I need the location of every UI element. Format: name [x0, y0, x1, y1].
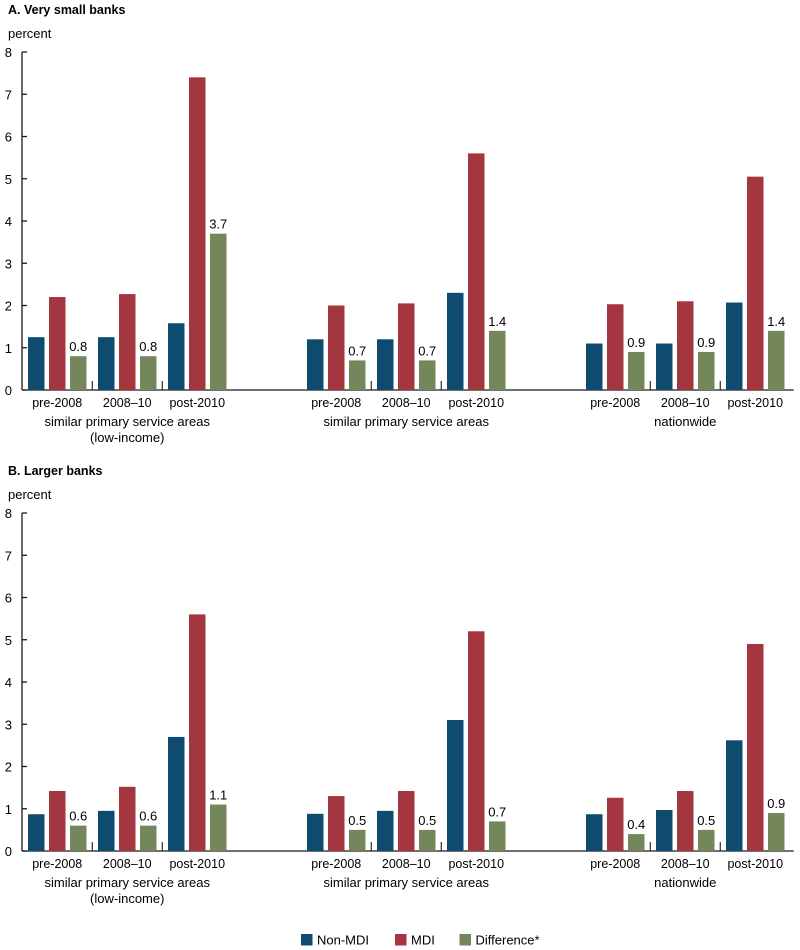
svg-text:3: 3 — [5, 717, 12, 732]
svg-text:post-2010: post-2010 — [169, 857, 225, 871]
svg-text:0.6: 0.6 — [139, 809, 157, 824]
svg-text:0.8: 0.8 — [139, 339, 157, 354]
svg-text:0.7: 0.7 — [418, 343, 436, 358]
svg-text:7: 7 — [5, 87, 12, 102]
svg-text:0.4: 0.4 — [627, 817, 645, 832]
svg-text:8: 8 — [5, 45, 12, 60]
svg-text:Non-MDI: Non-MDI — [317, 933, 369, 948]
svg-text:0: 0 — [5, 844, 12, 859]
svg-text:1: 1 — [5, 341, 12, 356]
svg-text:6: 6 — [5, 130, 12, 145]
svg-text:2008–10: 2008–10 — [661, 857, 710, 871]
svg-text:0.7: 0.7 — [348, 343, 366, 358]
svg-text:B. Larger banks: B. Larger banks — [8, 464, 103, 478]
svg-text:3: 3 — [5, 256, 12, 271]
svg-text:2008–10: 2008–10 — [103, 857, 152, 871]
svg-text:0: 0 — [5, 383, 12, 398]
svg-text:6: 6 — [5, 591, 12, 606]
svg-text:1.1: 1.1 — [209, 788, 227, 803]
svg-text:percent: percent — [8, 487, 52, 502]
svg-text:MDI: MDI — [411, 933, 435, 948]
svg-text:3.7: 3.7 — [209, 217, 227, 232]
svg-text:0.7: 0.7 — [488, 804, 506, 819]
svg-text:4: 4 — [5, 214, 12, 229]
svg-text:7: 7 — [5, 548, 12, 563]
svg-text:2008–10: 2008–10 — [382, 857, 431, 871]
svg-text:nationwide: nationwide — [654, 414, 716, 429]
svg-text:pre-2008: pre-2008 — [32, 857, 82, 871]
svg-text:1: 1 — [5, 802, 12, 817]
svg-text:4: 4 — [5, 675, 12, 690]
svg-text:0.5: 0.5 — [418, 813, 436, 828]
svg-text:2008–10: 2008–10 — [661, 396, 710, 410]
svg-text:2: 2 — [5, 760, 12, 775]
svg-text:pre-2008: pre-2008 — [311, 857, 361, 871]
svg-text:(low-income): (low-income) — [90, 430, 164, 445]
svg-text:post-2010: post-2010 — [727, 396, 783, 410]
svg-text:2008–10: 2008–10 — [103, 396, 152, 410]
svg-text:similar primary service areas: similar primary service areas — [45, 414, 211, 429]
svg-text:nationwide: nationwide — [654, 875, 716, 890]
svg-text:2: 2 — [5, 299, 12, 314]
svg-text:(low-income): (low-income) — [90, 891, 164, 906]
svg-text:post-2010: post-2010 — [169, 396, 225, 410]
svg-text:similar primary service areas: similar primary service areas — [324, 414, 490, 429]
svg-text:0.6: 0.6 — [69, 809, 87, 824]
svg-text:5: 5 — [5, 172, 12, 187]
svg-text:post-2010: post-2010 — [448, 857, 504, 871]
svg-text:pre-2008: pre-2008 — [590, 396, 640, 410]
svg-text:1.4: 1.4 — [767, 314, 785, 329]
svg-text:5: 5 — [5, 633, 12, 648]
svg-text:pre-2008: pre-2008 — [590, 857, 640, 871]
svg-text:pre-2008: pre-2008 — [311, 396, 361, 410]
svg-text:0.5: 0.5 — [697, 813, 715, 828]
svg-text:0.9: 0.9 — [767, 796, 785, 811]
svg-text:0.9: 0.9 — [697, 335, 715, 350]
svg-text:similar primary service areas: similar primary service areas — [324, 875, 490, 890]
svg-text:post-2010: post-2010 — [448, 396, 504, 410]
svg-text:8: 8 — [5, 506, 12, 521]
svg-text:0.9: 0.9 — [627, 335, 645, 350]
svg-text:percent: percent — [8, 26, 52, 41]
svg-text:1.4: 1.4 — [488, 314, 506, 329]
svg-text:0.5: 0.5 — [348, 813, 366, 828]
svg-text:2008–10: 2008–10 — [382, 396, 431, 410]
svg-text:0.8: 0.8 — [69, 339, 87, 354]
svg-text:similar primary service areas: similar primary service areas — [45, 875, 211, 890]
svg-text:A. Very small banks: A. Very small banks — [8, 3, 125, 17]
svg-text:Difference*: Difference* — [476, 933, 540, 948]
svg-text:pre-2008: pre-2008 — [32, 396, 82, 410]
svg-text:post-2010: post-2010 — [727, 857, 783, 871]
